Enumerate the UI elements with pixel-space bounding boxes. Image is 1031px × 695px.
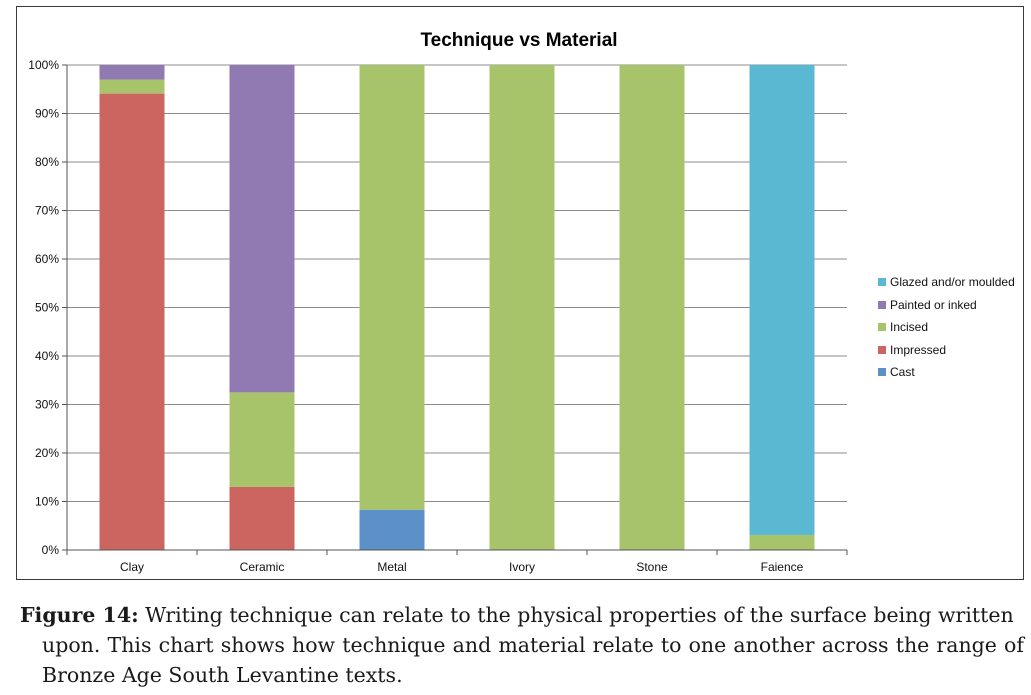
caption-figure-label: Figure 14: <box>20 603 139 627</box>
y-tick-label: 60% <box>35 252 59 266</box>
x-tick-label: Metal <box>377 560 406 574</box>
caption-text-rest: upon. This chart shows how technique and… <box>42 633 1024 687</box>
chart-legend: Glazed and/or moulded Painted or inked Inc… <box>878 271 1015 384</box>
bar-segment-incised-clay <box>99 79 165 94</box>
y-tick-label: 50% <box>35 301 59 315</box>
legend-swatch <box>878 368 886 377</box>
legend-item: Incised <box>878 316 1015 339</box>
y-tick-label: 80% <box>35 155 59 169</box>
chart-frame: Technique vs Material 0% 10% 20% 30% 40% 50% 6… <box>16 6 1024 580</box>
chart-title: Technique vs Material <box>420 30 617 51</box>
figure-caption: Figure 14: Writing technique can relate … <box>20 600 1024 690</box>
legend-label: Incised <box>890 320 929 335</box>
x-tick-label: Faience <box>761 560 804 574</box>
legend-item: Impressed <box>878 339 1015 362</box>
legend-label: Cast <box>890 365 915 380</box>
x-tick-label: Clay <box>120 560 144 574</box>
legend-swatch <box>878 300 886 309</box>
bar-segment-glazed-and-or-moulded-faience <box>749 65 815 535</box>
y-tick-label: 40% <box>35 349 59 363</box>
bar-segment-painted-or-inked-ceramic <box>229 65 295 393</box>
y-tick-label: 10% <box>35 495 59 509</box>
y-tick-label: 100% <box>28 58 59 72</box>
legend-swatch <box>878 278 886 287</box>
legend-item: Glazed and/or moulded <box>878 271 1015 294</box>
y-tick-label: 0% <box>42 543 60 557</box>
grid-layer <box>67 64 847 502</box>
bar-segment-impressed-ceramic <box>229 486 295 550</box>
y-tick-label: 70% <box>35 204 59 218</box>
caption-first-line: Figure 14: Writing technique can relate … <box>20 600 1024 630</box>
x-tick-label: Stone <box>636 560 668 574</box>
bar-segment-incised-metal <box>359 65 425 510</box>
bar-segment-incised-stone <box>619 65 685 550</box>
y-tick-label: 90% <box>35 107 59 121</box>
legend-swatch <box>878 323 886 332</box>
legend-item: Cast <box>878 361 1015 384</box>
bar-segment-incised-ceramic <box>229 392 295 487</box>
bar-segment-cast-metal <box>359 509 425 550</box>
legend-swatch <box>878 345 886 354</box>
legend-label: Painted or inked <box>890 297 977 312</box>
x-tick-label: Ceramic <box>240 560 285 574</box>
bar-segment-impressed-clay <box>99 93 165 551</box>
bars-layer <box>99 65 815 551</box>
x-tick-label: Ivory <box>509 560 535 574</box>
legend-label: Glazed and/or moulded <box>890 275 1015 290</box>
caption-text-line1: Writing technique can relate to the phys… <box>138 603 1014 627</box>
legend-item: Painted or inked <box>878 294 1015 317</box>
bar-segment-incised-faience <box>749 534 815 550</box>
bar-segment-painted-or-inked-clay <box>99 65 165 80</box>
y-tick-label: 20% <box>35 446 59 460</box>
legend-label: Impressed <box>890 342 947 357</box>
y-tick-label: 30% <box>35 398 59 412</box>
bar-segment-incised-ivory <box>489 65 555 550</box>
axis-layer: 0% 10% 20% 30% 40% 50% 60% 70% 80% 90% 100% Clay Cer… <box>28 58 848 574</box>
stacked-bar-chart: Technique vs Material 0% 10% 20% 30% 40% 50% 6… <box>28 30 848 574</box>
